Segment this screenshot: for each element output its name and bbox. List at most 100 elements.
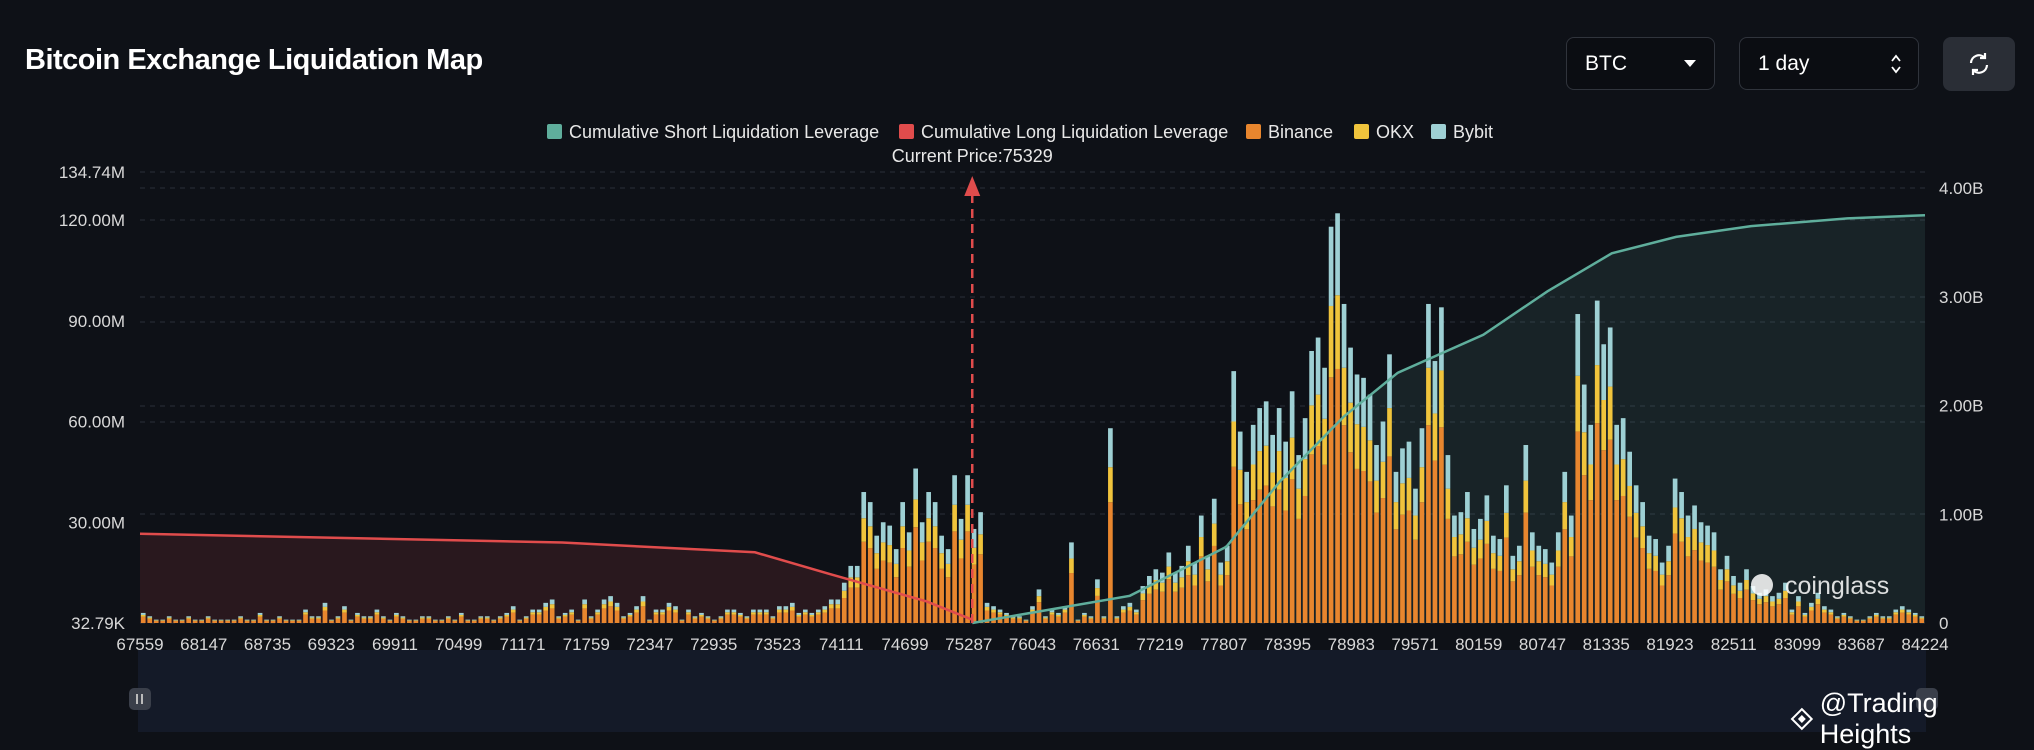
bar-binance	[874, 568, 880, 623]
bar-bybit	[1172, 572, 1178, 583]
bar-bybit	[1744, 569, 1749, 581]
bar-stack	[608, 596, 613, 623]
bar-bybit	[1315, 337, 1321, 395]
bar-stack	[478, 616, 484, 623]
bar-binance	[491, 620, 497, 623]
bar-okx	[906, 550, 912, 567]
bar-okx	[783, 609, 789, 613]
x-tick-label: 69911	[372, 635, 418, 654]
bar-stack	[1646, 535, 1652, 623]
bar-binance	[1030, 612, 1035, 623]
bar-stack	[783, 606, 789, 623]
bar-okx	[965, 504, 970, 532]
bar-binance	[991, 612, 996, 623]
range-slider-left-handle[interactable]	[129, 688, 151, 710]
bar-bybit	[212, 619, 217, 621]
legend-item[interactable]: Binance	[1246, 122, 1333, 142]
bar-bybit	[1393, 471, 1399, 503]
legend-item[interactable]: Cumulative Long Liquidation Leverage	[899, 122, 1228, 142]
bar-okx	[1335, 295, 1340, 369]
bar-okx	[251, 620, 256, 621]
bar-stack	[1588, 424, 1594, 623]
bar-okx	[1159, 582, 1165, 592]
legend-item[interactable]: Cumulative Short Liquidation Leverage	[547, 122, 879, 142]
bar-binance	[1757, 604, 1762, 623]
bar-okx	[1510, 569, 1516, 582]
bar-okx	[1211, 523, 1217, 546]
bar-stack	[238, 616, 243, 623]
bar-binance	[919, 560, 925, 623]
bar-binance	[796, 616, 802, 623]
bar-bybit	[1633, 485, 1639, 513]
bar-bybit	[458, 612, 464, 615]
bar-bybit	[1601, 344, 1607, 401]
bar-okx	[1075, 620, 1081, 621]
bar-bybit	[303, 609, 308, 613]
bar-okx	[1140, 593, 1146, 601]
legend-item[interactable]: OKX	[1354, 122, 1414, 142]
bar-bybit	[1737, 582, 1743, 591]
y-left-tick-label: 120.00M	[59, 211, 125, 230]
range-slider-right-handle[interactable]	[1916, 688, 1938, 710]
bar-stack	[945, 549, 951, 623]
bar-binance	[1361, 471, 1366, 623]
bar-okx	[394, 614, 399, 617]
bar-binance	[887, 562, 893, 623]
bar-stack	[530, 609, 536, 623]
bar-binance	[465, 620, 471, 623]
bar-okx	[523, 617, 529, 619]
bar-stack	[1562, 471, 1568, 623]
bar-stack	[965, 475, 970, 623]
bar-stack	[387, 619, 393, 623]
refresh-button[interactable]	[1943, 37, 2015, 91]
bar-binance	[1095, 595, 1100, 623]
bar-okx	[575, 620, 581, 621]
bar-bybit	[770, 616, 776, 618]
bar-stack	[231, 619, 237, 623]
x-tick-label: 84224	[1901, 635, 1948, 654]
bar-okx	[387, 620, 393, 621]
bar-okx	[601, 604, 607, 609]
range-slider-track[interactable]	[138, 650, 1926, 732]
bar-binance	[984, 610, 990, 623]
bar-binance	[1004, 616, 1009, 623]
bar-bybit	[1659, 562, 1665, 575]
timeframe-select[interactable]: 1 day	[1739, 37, 1919, 90]
bar-binance	[699, 616, 704, 623]
bar-bybit	[543, 602, 549, 607]
bar-bybit	[1211, 498, 1217, 524]
bar-okx	[381, 617, 386, 619]
bar-stack	[1653, 539, 1658, 623]
y-left-tick-label: 60.00M	[68, 413, 125, 432]
bar-binance	[1646, 568, 1652, 623]
x-tick-label: 68735	[244, 635, 291, 654]
bar-bybit	[835, 599, 841, 605]
bar-okx	[1322, 418, 1327, 465]
bar-stack	[1854, 619, 1860, 623]
bar-bybit	[413, 619, 419, 621]
bar-stack	[1400, 448, 1405, 623]
bar-bybit	[465, 619, 471, 621]
coin-select[interactable]: BTC	[1566, 37, 1715, 90]
bar-stack	[718, 616, 724, 623]
bar-stack	[1030, 606, 1035, 623]
x-tick-label: 81335	[1583, 635, 1630, 654]
bar-bybit	[608, 596, 613, 602]
bar-binance	[1601, 450, 1607, 623]
bar-bybit	[802, 609, 808, 613]
bar-okx	[1770, 601, 1775, 607]
bar-okx	[1549, 574, 1555, 586]
bar-okx	[1101, 617, 1107, 619]
bar-bybit	[764, 609, 769, 613]
legend-item[interactable]: Bybit	[1431, 122, 1493, 142]
bar-bybit	[1114, 616, 1120, 618]
bar-stack	[1607, 327, 1613, 623]
bar-bybit	[614, 602, 620, 607]
legend-swatch	[547, 124, 562, 139]
bar-stack	[491, 619, 497, 623]
bar-binance	[789, 610, 795, 623]
bar-okx	[1315, 394, 1321, 447]
bar-bybit	[777, 606, 782, 610]
bar-okx	[1698, 542, 1704, 561]
bar-binance	[595, 614, 600, 623]
